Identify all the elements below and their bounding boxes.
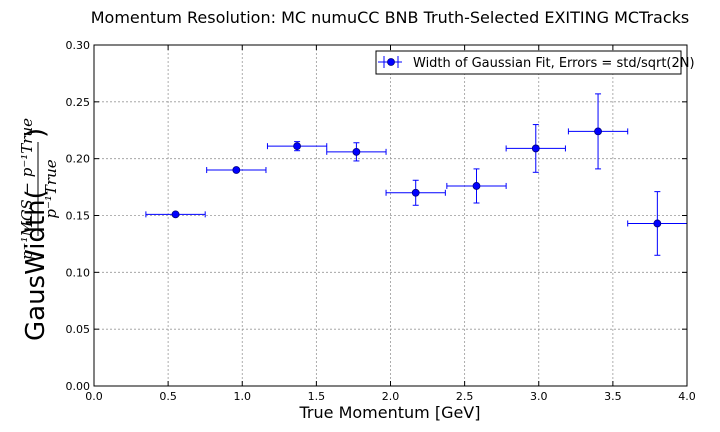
y-axis-label-prefix: GausWidth( bbox=[21, 189, 51, 341]
legend-marker bbox=[378, 56, 402, 68]
y-tick-label: 0.05 bbox=[66, 323, 91, 336]
data-marker bbox=[293, 142, 302, 151]
y-tick-label: 0.10 bbox=[66, 266, 91, 279]
y-tick-label: 0.20 bbox=[66, 153, 91, 166]
y-tick-label: 0.30 bbox=[66, 39, 91, 52]
data-point bbox=[145, 210, 206, 219]
data-marker bbox=[232, 166, 241, 174]
x-tick-label: 0.0 bbox=[85, 390, 103, 403]
x-tick-label: 1.0 bbox=[234, 390, 252, 403]
legend-label: Width of Gaussian Fit, Errors = std/sqrt… bbox=[413, 56, 695, 71]
x-tick-label: 0.5 bbox=[159, 390, 177, 403]
grid-lines bbox=[94, 45, 687, 386]
y-tick-label: 0.00 bbox=[66, 380, 91, 393]
x-tick-label: 3.5 bbox=[604, 390, 622, 403]
data-marker bbox=[472, 182, 481, 190]
y-axis-label-denominator: p⁻¹True bbox=[42, 159, 60, 218]
data-marker bbox=[352, 147, 361, 156]
x-tick-label: 1.5 bbox=[308, 390, 326, 403]
x-tick-label: 2.5 bbox=[456, 390, 474, 403]
x-tick-label: 4.0 bbox=[678, 390, 696, 403]
data-marker bbox=[594, 127, 602, 136]
series-layer bbox=[145, 93, 687, 256]
data-point bbox=[385, 179, 446, 206]
x-tick-labels: 0.0 0.5 1.0 1.5 2.0 2.5 3.0 3.5 4.0 bbox=[85, 390, 696, 403]
y-tick-labels: 0.00 0.05 0.10 0.15 0.20 0.25 0.30 bbox=[66, 39, 91, 393]
x-axis-label: True Momentum [GeV] bbox=[299, 403, 481, 422]
x-tick-label: 3.0 bbox=[530, 390, 548, 403]
legend: Width of Gaussian Fit, Errors = std/sqrt… bbox=[375, 50, 695, 75]
y-axis-label: GausWidth( p⁻¹MCS − p⁻¹True p⁻¹True ) bbox=[18, 118, 60, 341]
data-marker bbox=[171, 210, 180, 219]
y-tick-label: 0.15 bbox=[66, 210, 91, 223]
data-point bbox=[266, 141, 328, 152]
chart-title: Momentum Resolution: MC numuCC BNB Truth… bbox=[91, 8, 690, 27]
data-point bbox=[627, 191, 687, 256]
y-axis-label-suffix: ) bbox=[21, 128, 51, 138]
data-marker bbox=[411, 188, 420, 197]
data-point bbox=[505, 124, 566, 173]
data-point bbox=[326, 142, 387, 162]
data-point bbox=[446, 168, 507, 204]
axis-ticks bbox=[93, 44, 688, 387]
legend-box bbox=[375, 50, 682, 75]
data-point bbox=[567, 93, 629, 170]
y-tick-label: 0.25 bbox=[66, 96, 91, 109]
data-marker bbox=[653, 219, 662, 228]
legend-marker-dot bbox=[387, 58, 395, 66]
data-point bbox=[206, 166, 267, 174]
y-axis-label-numerator: p⁻¹MCS − p⁻¹True bbox=[18, 118, 36, 260]
data-marker bbox=[531, 144, 540, 153]
x-tick-label: 2.0 bbox=[382, 390, 400, 403]
